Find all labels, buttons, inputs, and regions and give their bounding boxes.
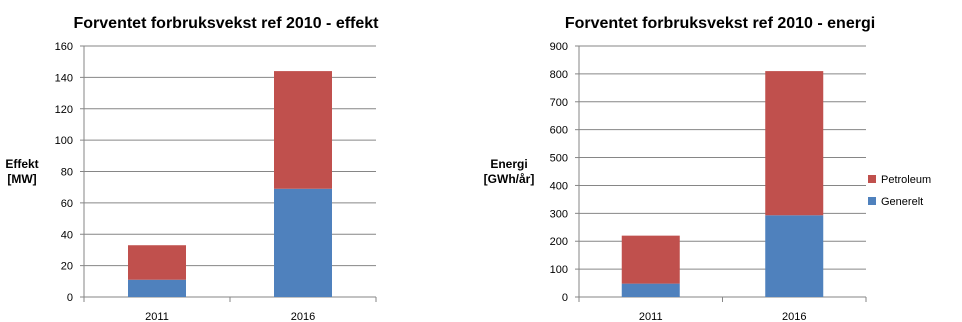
y-tick-label: 100 — [55, 135, 73, 147]
y-tick-label: 500 — [550, 153, 568, 165]
legend-swatch-generelt — [868, 197, 876, 205]
chart-2-ylabel-line2: [GWh/år] — [484, 172, 535, 186]
y-tick-label: 80 — [61, 167, 73, 179]
bar-generelt-2016 — [274, 188, 332, 297]
bar-generelt-2016 — [765, 215, 824, 297]
y-tick-label: 140 — [55, 72, 73, 84]
chart-2-plot: 0 100 200 300 400 500 600 700 800 900 2011 2016 — [550, 41, 867, 322]
y-tick-label: 100 — [550, 264, 568, 276]
chart-1-ylabel-line2: [MW] — [7, 172, 36, 186]
x-tick-label: 2011 — [145, 311, 169, 322]
chart-1-title: Forventet forbruksvekst ref 2010 - effek… — [74, 15, 380, 32]
x-tick-label: 2016 — [291, 311, 315, 322]
bar-generelt-2011 — [128, 279, 186, 297]
x-tick-label: 2011 — [639, 311, 663, 322]
x-tick-label: 2016 — [782, 311, 806, 322]
y-tick-label: 40 — [61, 229, 73, 241]
bar-generelt-2011 — [621, 283, 680, 297]
y-tick-label: 120 — [55, 104, 73, 116]
y-tick-label: 900 — [550, 41, 568, 53]
y-tick-label: 400 — [550, 180, 568, 192]
chart-1-plot: 0 20 40 60 80 100 120 140 160 2011 2016 — [55, 41, 377, 322]
legend-label-petroleum: Petroleum — [881, 174, 931, 186]
chart-2-title: Forventet forbruksvekst ref 2010 - energ… — [565, 15, 875, 32]
chart-2-ylabel-line1: Energi — [490, 157, 527, 171]
y-tick-label: 60 — [61, 198, 73, 210]
bar-petroleum-2016 — [274, 71, 332, 189]
legend: Petroleum Generelt — [868, 174, 931, 208]
y-tick-label: 0 — [562, 292, 568, 304]
bar-petroleum-2016 — [765, 71, 824, 216]
bar-petroleum-2011 — [128, 245, 186, 280]
legend-label-generelt: Generelt — [881, 196, 923, 208]
y-tick-label: 20 — [61, 261, 73, 273]
y-tick-label: 160 — [55, 41, 73, 53]
y-tick-label: 700 — [550, 97, 568, 109]
bar-petroleum-2011 — [621, 235, 680, 284]
y-tick-label: 200 — [550, 236, 568, 248]
y-tick-label: 800 — [550, 69, 568, 81]
y-tick-label: 0 — [67, 292, 73, 304]
chart-1-ylabel-line1: Effekt — [5, 157, 38, 171]
legend-swatch-petroleum — [868, 175, 876, 183]
y-tick-label: 600 — [550, 125, 568, 137]
y-tick-label: 300 — [550, 208, 568, 220]
